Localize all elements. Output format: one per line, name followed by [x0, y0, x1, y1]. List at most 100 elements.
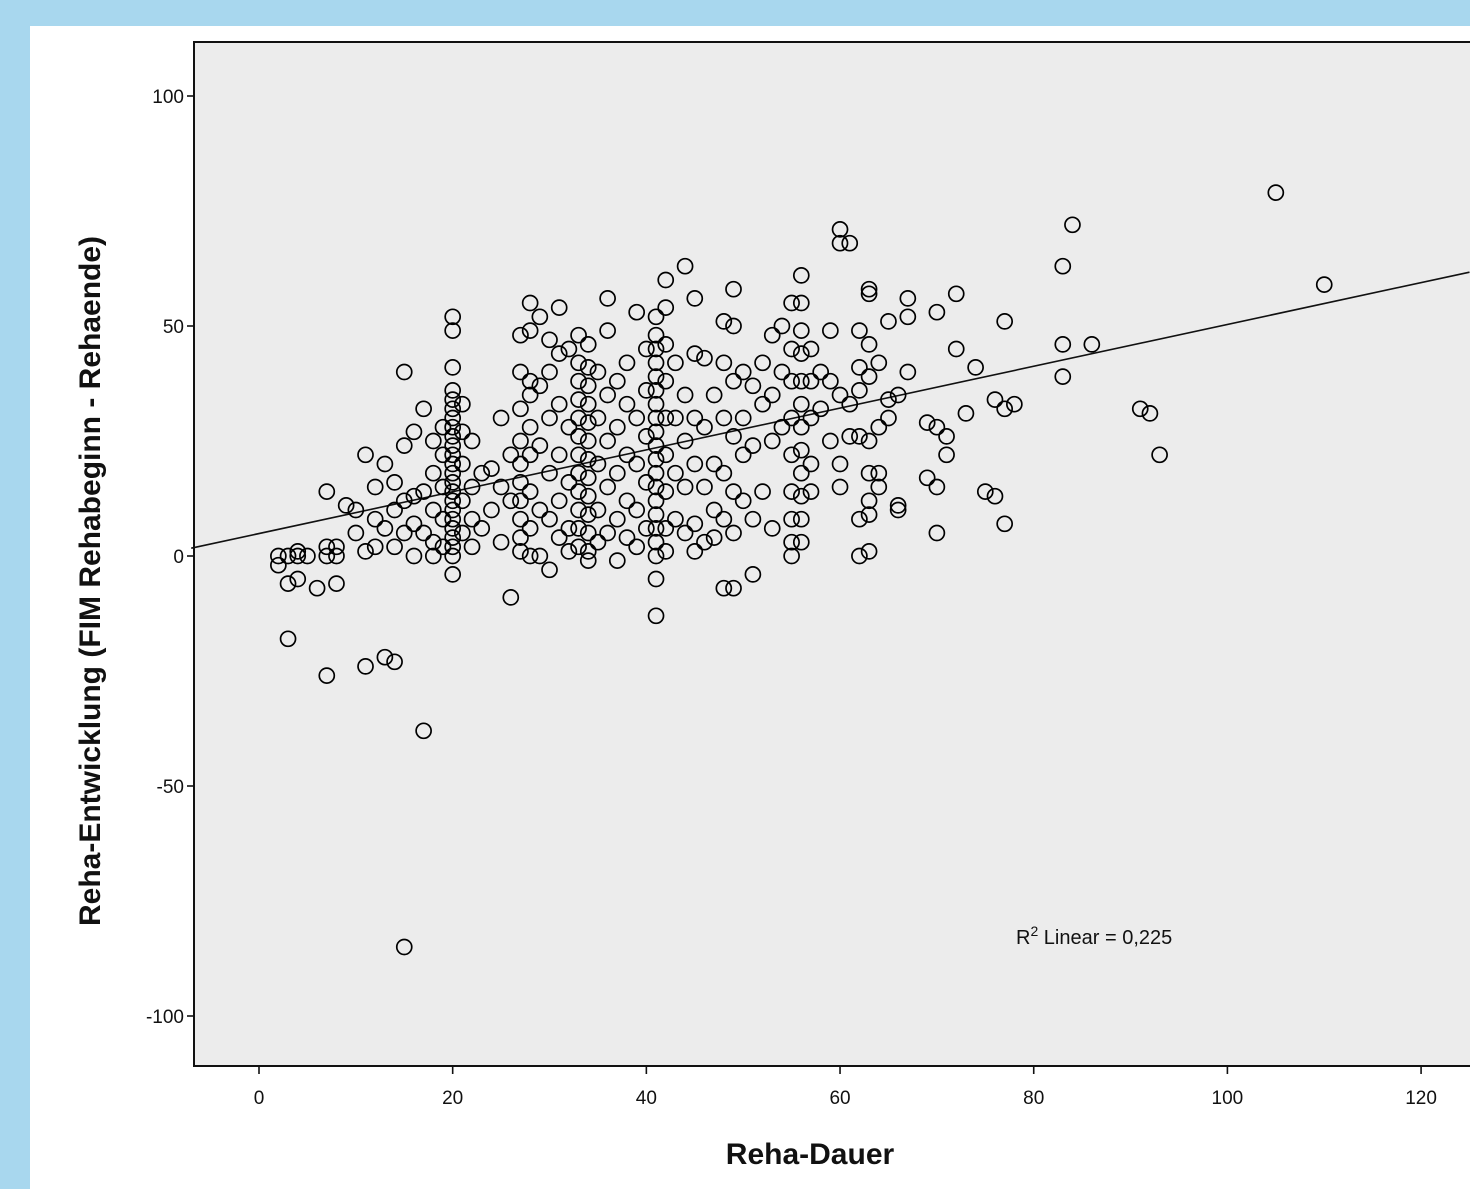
data-point — [986, 487, 1004, 505]
data-point — [512, 455, 529, 473]
data-point — [570, 538, 587, 556]
data-point — [424, 464, 442, 482]
data-point — [444, 501, 462, 519]
data-point — [579, 377, 597, 395]
data-point — [851, 359, 868, 376]
data-point — [454, 492, 471, 510]
data-point — [754, 483, 771, 500]
data-point — [405, 487, 423, 505]
data-point — [734, 446, 752, 464]
data-point — [647, 570, 665, 588]
data-point — [976, 483, 994, 500]
data-point — [744, 566, 762, 583]
data-point — [599, 478, 616, 496]
data-point — [783, 294, 800, 312]
data-point — [628, 538, 646, 556]
chart-panel: 100 50 0 -50 -100 0 20 40 60 80 100 120 Reha-Entwi… — [30, 26, 1470, 1189]
data-point — [444, 400, 462, 418]
data-point — [754, 354, 771, 372]
data-point — [608, 418, 626, 436]
data-point — [366, 538, 384, 556]
data-point — [667, 409, 684, 427]
data-point — [647, 464, 665, 482]
x-tick-label: 60 — [829, 1088, 850, 1109]
data-point — [851, 547, 868, 565]
data-point — [638, 340, 655, 358]
data-point — [492, 533, 510, 551]
data-point — [444, 437, 462, 454]
data-point — [647, 478, 665, 496]
data-point — [889, 501, 907, 519]
data-point — [957, 405, 975, 422]
plot-frame — [193, 41, 1470, 1067]
data-point — [492, 409, 510, 427]
data-point — [792, 533, 810, 551]
scatter-chart: 100 50 0 -50 -100 0 20 40 60 80 100 120 Reha-Entwi… — [74, 41, 1470, 1171]
data-point — [618, 395, 636, 413]
data-point — [647, 533, 665, 551]
data-point — [521, 446, 539, 464]
data-point — [550, 395, 568, 413]
data-point — [647, 607, 665, 625]
data-point — [444, 492, 462, 510]
data-point — [444, 418, 462, 436]
data-point — [1006, 395, 1023, 413]
data-point — [579, 552, 597, 569]
data-point — [483, 501, 500, 519]
data-point — [889, 386, 907, 404]
data-point — [792, 418, 810, 436]
data-point — [531, 547, 549, 565]
data-point — [657, 271, 675, 289]
data-point — [570, 428, 587, 445]
data-point — [579, 524, 597, 542]
data-point — [647, 492, 665, 510]
data-point — [715, 313, 733, 330]
data-point — [860, 336, 878, 353]
data-point — [618, 446, 636, 464]
data-point — [783, 483, 800, 500]
data-point — [647, 308, 665, 326]
data-point — [279, 575, 297, 592]
data-point — [667, 464, 684, 482]
data-point — [938, 446, 955, 464]
data-point — [357, 658, 374, 675]
y-tick-label: 100 — [152, 87, 184, 108]
data-point — [347, 524, 365, 542]
data-point — [986, 391, 1004, 408]
data-point — [366, 478, 384, 496]
data-point — [512, 432, 529, 450]
data-point — [608, 510, 626, 528]
data-point — [792, 267, 810, 284]
data-point — [696, 533, 713, 551]
data-point — [599, 290, 616, 307]
data-point — [424, 501, 442, 519]
data-point — [715, 354, 733, 372]
data-point — [928, 418, 946, 436]
data-point — [647, 340, 665, 358]
data-point — [744, 510, 762, 528]
data-point — [550, 529, 568, 546]
data-point — [463, 510, 481, 528]
data-point — [531, 308, 549, 326]
data-point — [647, 395, 665, 413]
data-point — [792, 395, 810, 413]
data-point — [705, 386, 723, 404]
data-point — [647, 409, 665, 427]
data-point — [783, 510, 800, 528]
data-point — [512, 326, 529, 344]
data-point — [686, 290, 704, 307]
data-point — [812, 400, 830, 418]
data-point — [299, 547, 316, 565]
data-point — [792, 372, 810, 390]
data-point — [744, 377, 762, 395]
data-point — [618, 529, 636, 546]
data-point — [395, 437, 413, 454]
data-point — [415, 722, 432, 740]
x-tick-label: 0 — [254, 1088, 265, 1109]
regression-line — [191, 271, 1470, 549]
data-point — [579, 395, 597, 413]
data-point — [444, 547, 462, 565]
data-point — [705, 529, 723, 546]
data-point — [376, 648, 394, 666]
data-point — [318, 667, 336, 684]
